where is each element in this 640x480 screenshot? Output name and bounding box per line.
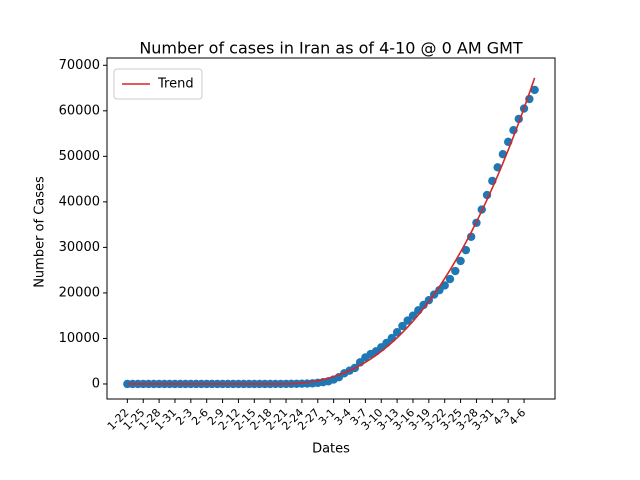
legend-box: [113, 68, 203, 100]
point: [445, 274, 455, 284]
legend-label: Trend: [157, 77, 194, 92]
chart-title: Number of cases in Iran as of 4-10 @ 0 A…: [139, 39, 523, 58]
axes-frame: [106, 57, 556, 400]
y-tick-label: 50000: [59, 149, 100, 164]
y-tick-label: 20000: [59, 285, 100, 300]
point: [456, 256, 465, 266]
y-tick-label: 10000: [59, 331, 100, 346]
y-tick-label: 0: [92, 376, 100, 391]
point: [392, 328, 402, 337]
point: [482, 190, 492, 200]
point: [461, 245, 471, 255]
y-tick-label: 70000: [59, 58, 100, 73]
point: [398, 321, 407, 331]
x-axis-label: Dates: [312, 442, 350, 457]
point: [440, 281, 449, 290]
y-tick-label: 60000: [59, 103, 100, 118]
point: [451, 266, 460, 276]
point: [530, 85, 539, 95]
y-axis-label: Number of Cases: [33, 176, 48, 288]
trend-line: [127, 77, 536, 385]
y-tick-label: 30000: [59, 240, 100, 255]
y-tick-label: 40000: [59, 194, 100, 209]
